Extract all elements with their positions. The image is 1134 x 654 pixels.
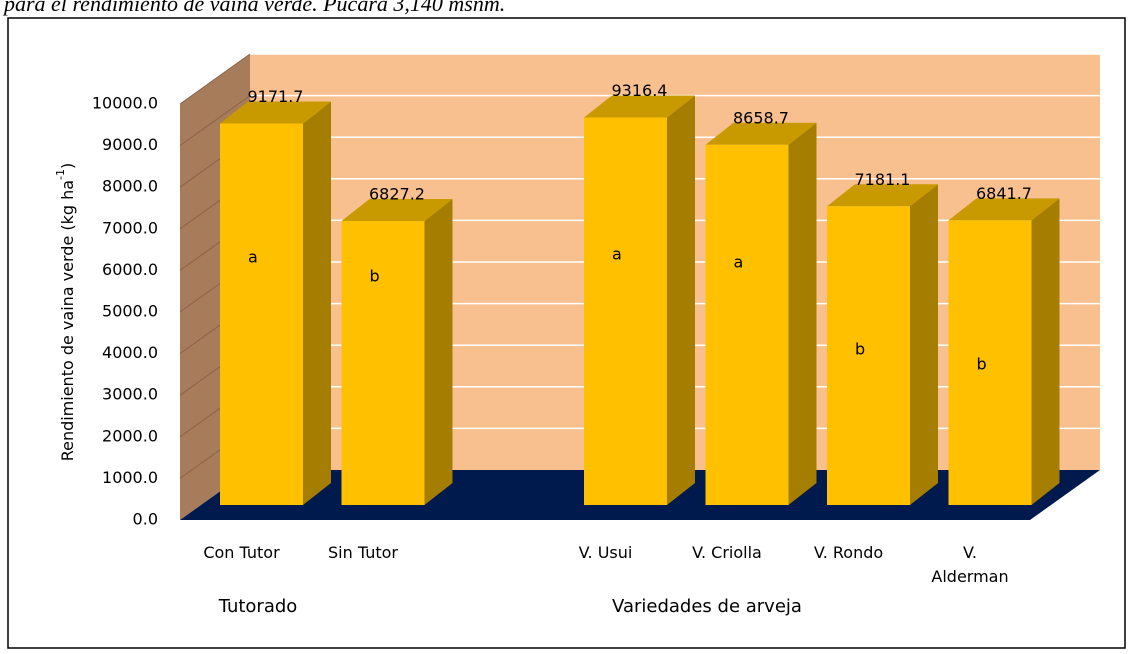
y-tick-label: 3000.0 xyxy=(102,385,158,404)
annotation-letter: b xyxy=(977,355,987,374)
bar-side xyxy=(1031,198,1060,505)
bar-top xyxy=(341,198,453,221)
annotation-letter: b xyxy=(370,267,380,286)
grid-line xyxy=(179,53,251,105)
bar-top xyxy=(705,122,817,145)
y-title-sup: -1 xyxy=(54,169,67,180)
bar xyxy=(584,117,667,506)
x-tick-label: V. Usui xyxy=(578,543,633,562)
y-axis-title: Rendimiento de vaina verde (kg ha-1) xyxy=(54,163,77,462)
group-label: Tutorado xyxy=(218,596,298,617)
bar xyxy=(705,144,789,505)
y-tick-label: 2000.0 xyxy=(102,426,158,445)
y-tick-label: 10000.0 xyxy=(92,94,158,113)
frame xyxy=(7,17,1126,649)
bar-top xyxy=(827,184,938,207)
bar xyxy=(341,220,425,506)
x-tick-label: Sin Tutor xyxy=(328,543,398,562)
bar-top xyxy=(220,101,331,124)
y-title-suffix: ) xyxy=(58,163,77,169)
annotation-letter: a xyxy=(248,248,258,267)
grid-line xyxy=(179,95,251,147)
y-tick-label: 1000.0 xyxy=(102,468,158,487)
value-label: 9316.4 xyxy=(612,81,668,100)
y-tick-label: 0.0 xyxy=(133,510,158,529)
x-tick-label: V. Alderman xyxy=(931,543,1009,586)
bar-side xyxy=(788,122,817,505)
value-label: 6841.7 xyxy=(976,184,1032,203)
annotation-letter: b xyxy=(855,340,865,359)
x-tick-label: V. Criolla xyxy=(692,543,762,562)
bar-side xyxy=(667,95,695,506)
y-tick-label: 4000.0 xyxy=(102,343,158,362)
y-title-text: Rendimiento de vaina verde (kg ha xyxy=(58,180,77,461)
bar xyxy=(220,123,303,506)
bar-side xyxy=(910,184,938,505)
bar-top xyxy=(584,95,695,118)
bar-top xyxy=(948,198,1060,221)
value-label: 6827.2 xyxy=(369,184,425,203)
y-tick-label: 9000.0 xyxy=(102,135,158,154)
y-tick-label: 5000.0 xyxy=(102,302,158,321)
bar-side xyxy=(303,101,331,506)
y-tick-label: 8000.0 xyxy=(102,177,158,196)
value-label: 9171.7 xyxy=(248,87,304,106)
y-tick-label: 7000.0 xyxy=(102,218,158,237)
bar-side xyxy=(424,198,453,506)
value-label: 7181.1 xyxy=(855,170,911,189)
x-tick-label: Con Tutor xyxy=(203,543,280,562)
group-label: Variedades de arveja xyxy=(612,596,802,617)
annotation-letter: a xyxy=(734,253,744,272)
x-tick-label: V. Rondo xyxy=(813,543,884,562)
bar xyxy=(948,220,1032,505)
annotation-letter: a xyxy=(612,245,622,264)
bar xyxy=(827,206,910,505)
value-label: 8658.7 xyxy=(733,108,789,127)
caption: para el rendimiento de vaina verde. Puca… xyxy=(2,0,505,16)
y-tick-label: 6000.0 xyxy=(102,260,158,279)
